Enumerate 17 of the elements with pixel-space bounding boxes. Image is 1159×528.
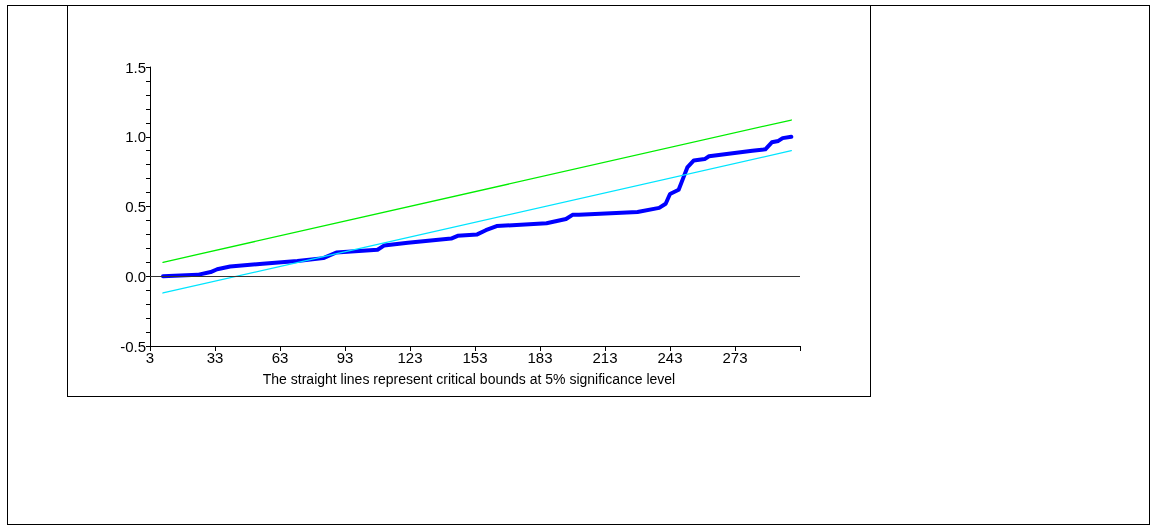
x-tick-label: 93 bbox=[336, 349, 354, 366]
y-tick-label: 0.5 bbox=[125, 198, 146, 215]
x-tick-label: 63 bbox=[271, 349, 289, 366]
y-tick-label: 0.0 bbox=[125, 267, 146, 285]
y-tick-label: -0.5 bbox=[120, 337, 146, 355]
y-tick-label: 1.0 bbox=[125, 128, 146, 146]
x-tick-label: 243 bbox=[657, 349, 683, 366]
x-tick-label: 273 bbox=[722, 349, 748, 366]
y-tick-label: 1.5 bbox=[125, 58, 146, 76]
x-tick-label: 33 bbox=[206, 349, 224, 366]
x-tick-label: 183 bbox=[527, 349, 553, 366]
line-series bbox=[161, 134, 794, 279]
x-tick-label: 123 bbox=[397, 349, 423, 366]
x-tick-label: 213 bbox=[592, 349, 618, 366]
x-tick-label: 3 bbox=[145, 349, 155, 366]
x-tick-label: 153 bbox=[462, 349, 488, 366]
text: The straight lines represent critical bounds at 5% significance level bbox=[262, 371, 676, 387]
